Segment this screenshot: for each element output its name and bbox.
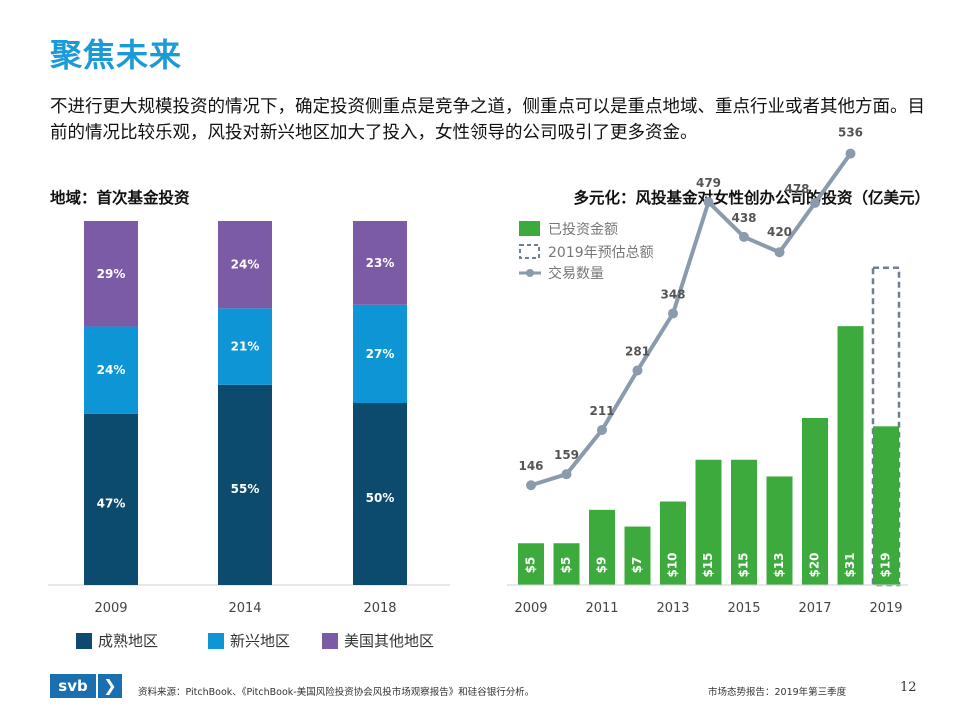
- legend-label-mature: 成熟地区: [98, 632, 159, 650]
- bar-emerging-2014: [218, 308, 272, 385]
- data-label-invested-2017: $20: [808, 552, 822, 577]
- legend-marker-deal-count: [526, 269, 534, 277]
- point-deal-count-2017: [810, 197, 820, 208]
- bar-invested-2012: [624, 526, 651, 585]
- data-label-emerging-2018: 27%: [366, 347, 395, 361]
- chevron-right-icon: ❯: [98, 674, 122, 698]
- data-label-us-other-2009: 29%: [97, 267, 126, 281]
- right-chart-title: 多元化：风投基金对女性创办公司的投资（亿美元）: [573, 189, 930, 207]
- bar-invested-2016: [766, 476, 793, 585]
- data-label-invested-2009: $5: [524, 557, 538, 574]
- x-tick-label-2014: 2014: [228, 601, 261, 616]
- bar-mature-2014: [218, 384, 272, 585]
- data-label-deal-count-2016: 420: [767, 225, 792, 239]
- data-label-invested-2018: $31: [843, 552, 857, 577]
- bar-invested-2013: [660, 501, 686, 585]
- point-deal-count-2013: [668, 308, 678, 319]
- data-label-mature-2018: 50%: [366, 491, 395, 505]
- data-label-emerging-2014: 21%: [231, 340, 260, 354]
- bar-emerging-2018: [353, 304, 407, 403]
- data-label-deal-count-2009: 146: [518, 459, 543, 473]
- line-deal-count: [530, 152, 853, 488]
- legend-label-invested: 已投资金额: [548, 222, 618, 238]
- bar-invested-2019: [873, 426, 899, 585]
- legend-item-mature: 成熟地区: [76, 630, 158, 651]
- page-title: 聚焦未来: [50, 36, 183, 74]
- data-label-deal-count-2017: 478: [784, 182, 809, 196]
- data-label-invested-2016: $13: [772, 552, 786, 577]
- x-tick-label-2009: 2009: [94, 601, 127, 616]
- bar-invested-2014: [695, 459, 722, 585]
- point-deal-count-2018: [845, 148, 856, 159]
- data-label-deal-count-2018: 536: [838, 126, 863, 140]
- data-label-invested-2011: $9: [595, 557, 609, 574]
- bar-invested-2009: [518, 543, 544, 585]
- point-deal-count-2011: [597, 424, 607, 435]
- point-deal-count-2012: [632, 365, 643, 376]
- data-label-invested-2010: $5: [559, 557, 573, 574]
- legend-swatch-mature: [76, 632, 92, 649]
- bar-invested-2017: [802, 418, 828, 585]
- legend-swatch-emerging: [208, 632, 224, 649]
- data-label-deal-count-2011: 211: [589, 404, 614, 418]
- legend-item-emerging: 新兴地区: [208, 630, 290, 651]
- legend-item-us-other: 美国其他地区: [322, 630, 434, 651]
- x-tick-label-2009: 2009: [514, 601, 547, 616]
- data-label-invested-2014: $15: [701, 552, 715, 577]
- bar-mature-2018: [353, 403, 407, 585]
- legend-swatch-invested: [519, 221, 540, 236]
- data-label-deal-count-2012: 281: [625, 344, 650, 358]
- x-tick-label-2019: 2019: [869, 601, 902, 616]
- source-note: 资料来源：PitchBook、《PitchBook-美国风险投资协会风投市场观察…: [138, 687, 535, 698]
- bar-us-other-2018: [353, 221, 407, 305]
- legend-label-deal-count: 交易数量: [548, 265, 604, 282]
- bar-invested-2011: [589, 509, 615, 585]
- page-number: 12: [900, 680, 917, 695]
- data-label-us-other-2018: 23%: [366, 256, 395, 270]
- legend-label-emerging: 新兴地区: [230, 632, 291, 650]
- legend-label-estimate: 2019年预估总额: [548, 245, 654, 261]
- point-deal-count-2015: [739, 231, 749, 242]
- x-tick-label-2013: 2013: [656, 601, 689, 616]
- point-deal-count-2016: [774, 247, 785, 258]
- data-label-invested-2019: $19: [879, 552, 893, 577]
- bar-emerging-2009: [84, 326, 138, 414]
- data-label-mature-2009: 47%: [97, 496, 126, 510]
- bar-invested-2010: [553, 543, 580, 585]
- left-chart-title: 地域：首次基金投资: [50, 189, 190, 207]
- data-label-deal-count-2014: 479: [696, 176, 721, 190]
- data-label-us-other-2014: 24%: [231, 258, 260, 272]
- data-label-deal-count-2013: 348: [660, 287, 685, 301]
- point-deal-count-2010: [561, 469, 572, 480]
- x-tick-label-2015: 2015: [727, 601, 760, 616]
- data-label-deal-count-2015: 438: [731, 211, 756, 225]
- logo-text: svb: [50, 674, 96, 698]
- legend-swatch-us-other: [322, 632, 338, 649]
- bar-invested-2015: [731, 459, 757, 585]
- legend-swatch-estimate: [519, 244, 540, 259]
- data-label-emerging-2009: 24%: [97, 363, 126, 377]
- svb-logo: svb ❯: [50, 674, 122, 698]
- data-label-invested-2015: $15: [737, 552, 751, 577]
- data-label-invested-2013: $10: [666, 552, 680, 577]
- bar-us-other-2014: [218, 221, 272, 309]
- x-tick-label-2017: 2017: [798, 601, 831, 616]
- x-tick-label-2011: 2011: [585, 601, 618, 616]
- legend-label-us-other: 美国其他地区: [344, 632, 435, 650]
- bar-us-other-2009: [84, 221, 138, 327]
- data-label-mature-2014: 55%: [231, 482, 260, 496]
- bar-invested-2018: [837, 326, 864, 585]
- point-deal-count-2009: [526, 480, 536, 491]
- bar-mature-2009: [84, 413, 138, 585]
- x-tick-label-2018: 2018: [363, 601, 396, 616]
- report-name: 市场态势报告：2019年第三季度: [708, 687, 847, 698]
- data-label-deal-count-2010: 159: [554, 448, 579, 462]
- intro-paragraph: 不进行更大规模投资的情况下，确定投资侧重点是竞争之道，侧重点可以是重点地域、重点…: [50, 97, 925, 143]
- data-label-invested-2012: $7: [630, 557, 644, 574]
- point-deal-count-2014: [703, 197, 714, 208]
